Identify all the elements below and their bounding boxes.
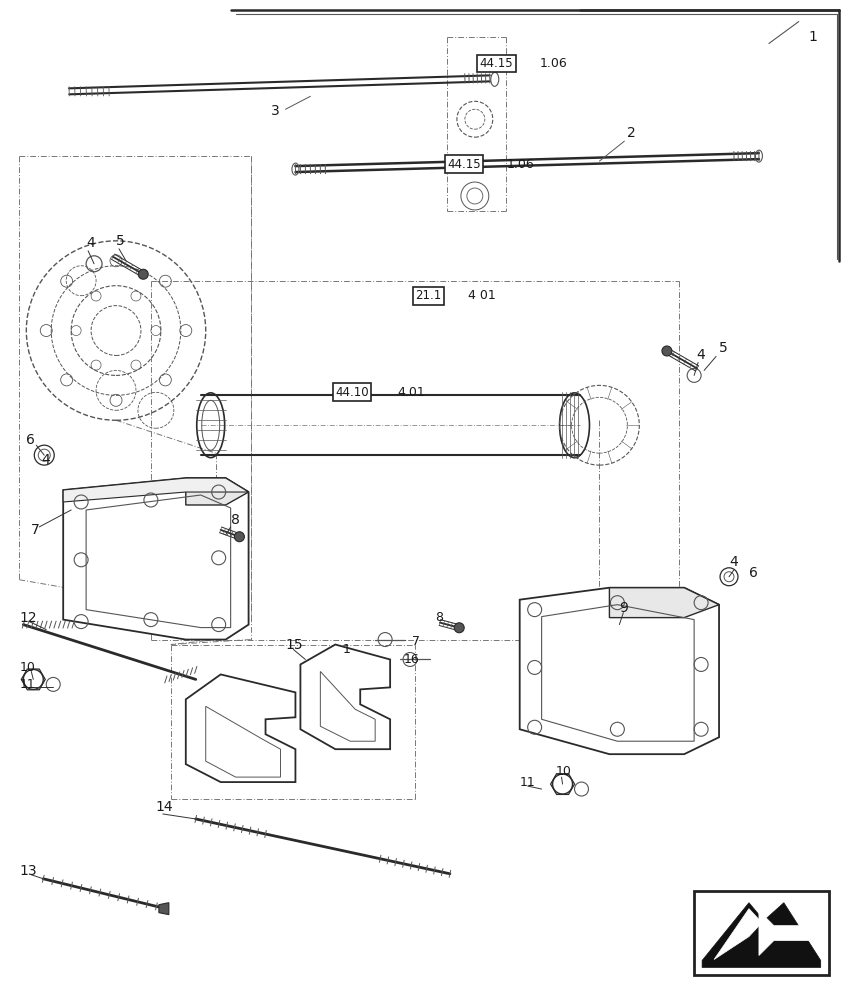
Text: 14: 14 — [156, 800, 174, 814]
Text: 10: 10 — [20, 661, 35, 674]
Polygon shape — [759, 911, 817, 956]
Polygon shape — [159, 903, 169, 915]
Polygon shape — [186, 674, 295, 782]
Text: 1: 1 — [809, 30, 817, 44]
Text: 44.15: 44.15 — [447, 158, 480, 171]
Text: 4: 4 — [729, 555, 738, 569]
Circle shape — [139, 269, 148, 279]
Text: 3: 3 — [270, 104, 279, 118]
Text: 11: 11 — [520, 776, 536, 789]
Text: 9: 9 — [620, 601, 628, 615]
Text: 1.06: 1.06 — [539, 57, 568, 70]
Polygon shape — [702, 903, 821, 967]
Text: 5: 5 — [116, 234, 125, 248]
Text: 15: 15 — [285, 638, 303, 652]
Text: 7: 7 — [412, 635, 420, 648]
Text: 7: 7 — [32, 523, 40, 537]
Text: 4: 4 — [696, 348, 704, 362]
Text: 2: 2 — [627, 126, 636, 140]
Text: 1: 1 — [342, 643, 350, 656]
Circle shape — [662, 346, 672, 356]
Circle shape — [455, 623, 464, 633]
Polygon shape — [609, 588, 719, 618]
Polygon shape — [63, 478, 248, 640]
Text: 13: 13 — [20, 864, 37, 878]
Text: 4: 4 — [41, 453, 50, 467]
Text: 44.10: 44.10 — [336, 386, 369, 399]
Circle shape — [235, 532, 245, 542]
Polygon shape — [714, 909, 762, 960]
Text: 16: 16 — [404, 653, 419, 666]
Text: 4 01: 4 01 — [468, 289, 496, 302]
Text: 5: 5 — [719, 341, 728, 355]
Text: 4: 4 — [86, 236, 95, 250]
Polygon shape — [520, 588, 719, 754]
Text: 10: 10 — [556, 765, 572, 778]
Text: 21.1: 21.1 — [415, 289, 442, 302]
Polygon shape — [186, 478, 248, 505]
Text: 6: 6 — [749, 566, 758, 580]
Bar — [694, 891, 829, 975]
Text: 12: 12 — [20, 611, 37, 625]
Text: 8: 8 — [435, 611, 443, 624]
Text: 4.01: 4.01 — [397, 386, 425, 399]
Polygon shape — [63, 478, 248, 502]
Text: 44.15: 44.15 — [480, 57, 514, 70]
Text: 8: 8 — [230, 513, 240, 527]
Text: 6: 6 — [27, 433, 35, 447]
Text: 11: 11 — [20, 678, 35, 691]
Text: 1.06: 1.06 — [507, 158, 534, 171]
Polygon shape — [300, 645, 390, 749]
